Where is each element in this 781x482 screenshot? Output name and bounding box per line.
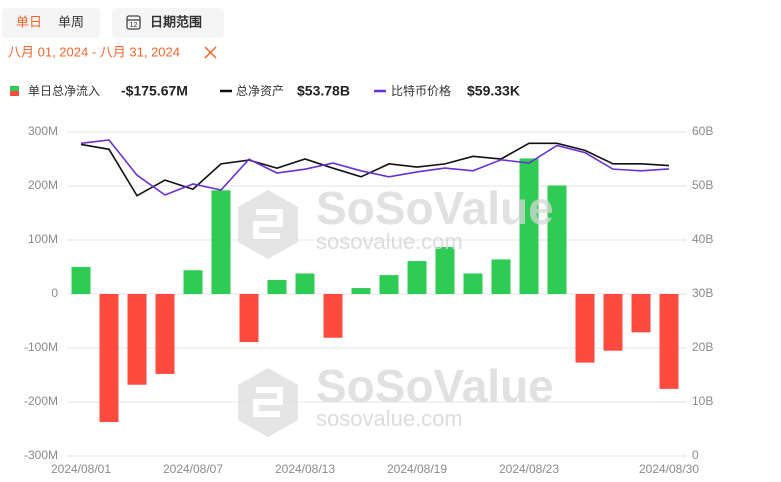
bar — [323, 294, 343, 338]
y2-tick-label: 30B — [692, 286, 713, 300]
bar — [463, 273, 483, 294]
legend-icon — [10, 86, 19, 91]
bar — [211, 190, 231, 294]
bar — [71, 267, 91, 294]
bar — [659, 294, 679, 389]
period-week[interactable]: 单周 — [58, 14, 84, 29]
selected-range: 八月 01, 2024 - 八月 31, 2024 — [8, 44, 180, 59]
period-day[interactable]: 单日 — [16, 14, 42, 29]
line-series — [80, 139, 670, 196]
bar — [407, 261, 427, 294]
watermarks: SoSoValue sosovalue.com SoSoValue sosova… — [238, 182, 554, 437]
y-tick-label: 0 — [51, 286, 58, 300]
watermark-url: sosovalue.com — [316, 406, 463, 431]
bar — [435, 247, 455, 294]
bar — [519, 158, 539, 294]
legend-label[interactable]: 总净资产 — [236, 84, 284, 98]
bar — [491, 259, 511, 294]
bar — [155, 294, 175, 374]
legend-icon — [10, 91, 19, 96]
legend: 单日总净流入 -$175.67M 总净资产 $53.78B 比特币价格 $59.… — [10, 83, 520, 99]
clear-range[interactable] — [204, 46, 217, 59]
x-tick-label: 2024/08/19 — [387, 462, 447, 476]
bar — [127, 294, 147, 385]
date-range-label[interactable]: 日期范围 — [150, 14, 202, 29]
svg-text:12: 12 — [130, 22, 138, 29]
watermark-text: SoSoValue — [316, 182, 554, 234]
y2-tick-label: 50B — [692, 178, 713, 192]
y-tick-label: -300M — [24, 448, 58, 462]
bar — [295, 273, 315, 294]
period-toggle — [2, 8, 100, 38]
bar — [267, 279, 287, 294]
watermark-logo — [238, 190, 298, 259]
x-tick-label: 2024/08/13 — [275, 462, 335, 476]
y2-tick-label: 60B — [692, 124, 713, 138]
bar — [239, 294, 259, 343]
date-range-button[interactable] — [112, 8, 224, 38]
x-tick-label: 2024/08/01 — [51, 462, 111, 476]
bar — [547, 185, 567, 294]
bar — [379, 275, 399, 294]
legend-label[interactable]: 比特币价格 — [391, 83, 451, 98]
y-tick-label: -100M — [24, 340, 58, 354]
y-tick-label: 100M — [28, 232, 58, 246]
y-tick-label: -200M — [24, 394, 58, 408]
y2-tick-label: 40B — [692, 232, 713, 246]
legend-value: $59.33K — [467, 83, 520, 99]
watermark-text: SoSoValue — [316, 360, 554, 412]
x-tick-label: 2024/08/07 — [163, 462, 223, 476]
line-series — [80, 142, 670, 197]
bar — [603, 294, 623, 351]
bar — [575, 294, 595, 363]
y2-tick-label: 0 — [692, 448, 699, 462]
y-tick-label: 200M — [28, 178, 58, 192]
bar — [351, 288, 371, 294]
watermark-url: sosovalue.com — [316, 229, 463, 254]
x-tick-label: 2024/08/30 — [639, 462, 699, 476]
legend-value: $53.78B — [297, 83, 350, 99]
watermark-logo — [238, 368, 298, 437]
bar — [99, 294, 119, 422]
legend-value: -$175.67M — [121, 83, 188, 99]
y-tick-label: 300M — [28, 124, 58, 138]
calendar-icon: 12 — [126, 15, 141, 30]
y2-tick-label: 10B — [692, 394, 713, 408]
bar — [183, 270, 203, 294]
y2-tick-label: 20B — [692, 340, 713, 354]
legend-label[interactable]: 单日总净流入 — [28, 84, 100, 98]
x-tick-label: 2024/08/23 — [499, 462, 559, 476]
bar — [631, 294, 651, 333]
